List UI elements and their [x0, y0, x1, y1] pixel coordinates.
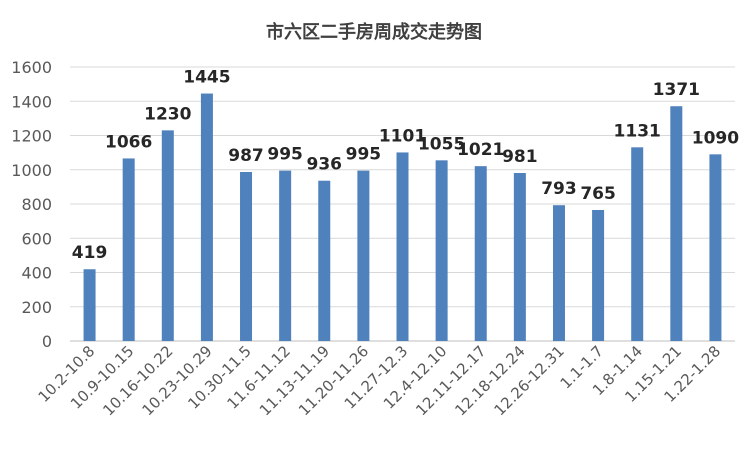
y-tick-label: 1200: [11, 127, 52, 146]
bar: [552, 205, 565, 341]
y-axis-ticks: 0 200 400 600 800 1000 1200 1400 1600: [11, 58, 52, 351]
y-tick-label: 1000: [11, 161, 52, 180]
data-label: 1090: [692, 128, 739, 148]
data-label: 987: [228, 146, 264, 166]
data-label: 995: [267, 145, 303, 165]
data-label: 995: [346, 145, 382, 165]
y-tick-label: 1400: [11, 92, 52, 111]
data-label: 1445: [183, 68, 230, 88]
bar: [631, 147, 644, 341]
data-label: 1021: [457, 140, 504, 160]
y-tick-label: 0: [42, 332, 52, 351]
bar: [122, 158, 135, 341]
y-tick-label: 400: [21, 264, 52, 283]
bar: [200, 93, 213, 341]
data-label: 419: [72, 243, 108, 263]
data-label: 936: [307, 155, 343, 175]
data-label: 981: [502, 147, 538, 167]
chart-title: 市六区二手房周成交走势图: [266, 21, 482, 43]
bar: [474, 166, 487, 341]
bar: [240, 171, 253, 341]
bar: [279, 170, 292, 341]
y-tick-label: 1600: [11, 58, 52, 77]
bar: [592, 209, 605, 341]
bar: [357, 170, 370, 341]
data-label: 1230: [144, 104, 191, 124]
bar: [161, 130, 174, 341]
bar: [670, 106, 683, 341]
data-label: 1131: [614, 121, 661, 141]
data-label: 793: [541, 179, 577, 199]
data-label: 1055: [418, 134, 465, 154]
bar: [435, 160, 448, 341]
data-label: 765: [580, 184, 616, 204]
bar: [396, 152, 409, 341]
bar: [318, 180, 331, 341]
bar: [513, 173, 526, 341]
y-tick-label: 800: [21, 195, 52, 214]
y-tick-label: 200: [21, 298, 52, 317]
bar: [83, 269, 96, 341]
x-axis-ticks: 10.2-10.810.9-10.1510.16-10.2210.23-10.2…: [35, 342, 725, 419]
data-label: 1371: [653, 80, 700, 100]
data-label: 1066: [105, 132, 152, 152]
bars: [83, 93, 722, 341]
y-tick-label: 600: [21, 229, 52, 248]
data-label: 1101: [379, 126, 426, 146]
bar: [709, 154, 722, 341]
